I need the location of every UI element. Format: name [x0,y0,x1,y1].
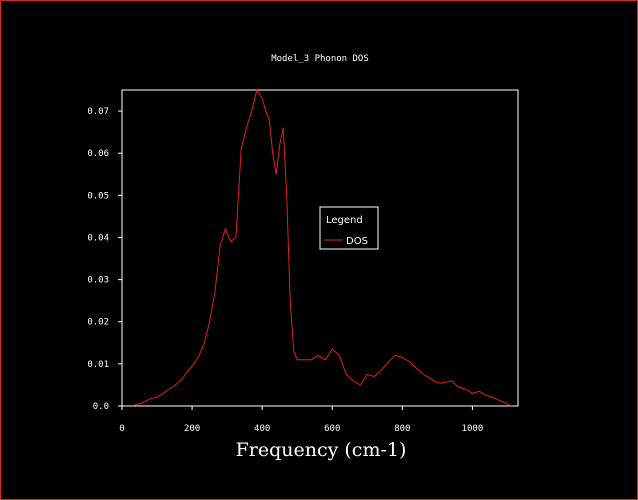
legend: Legend DOS [319,206,379,250]
y-tick-label: 0.07 [87,107,109,117]
x-tick-label: 200 [184,424,200,434]
x-tick-label: 400 [254,424,270,434]
series-layer [134,88,512,407]
y-tick-label: 0.03 [87,276,109,286]
x-axis-ticks: 0 200 400 600 800 1000 [119,406,483,434]
series-line-dos [134,88,512,407]
y-tick-label: 0.0 [93,402,109,412]
y-tick-label: 0.01 [87,360,109,370]
plot-area-frame [121,89,519,407]
y-tick-label: 0.05 [87,191,109,201]
legend-box [319,206,379,250]
y-tick-label: 0.02 [87,318,109,328]
x-tick-label: 1000 [462,424,484,434]
x-axis-label: Frequency (cm-1) [236,439,407,461]
chart-title: Model_3 Phonon DOS [271,54,369,64]
y-tick-label: 0.06 [87,149,109,159]
y-axis-ticks: 0.0 0.01 0.02 0.03 0.04 0.05 0.06 0.07 [87,107,122,412]
x-tick-label: 800 [394,424,410,434]
x-tick-label: 0 [119,424,124,434]
y-tick-label: 0.04 [87,233,109,243]
x-tick-label: 600 [324,424,340,434]
legend-title: Legend [326,215,363,226]
legend-entry-dos: DOS [346,236,368,247]
